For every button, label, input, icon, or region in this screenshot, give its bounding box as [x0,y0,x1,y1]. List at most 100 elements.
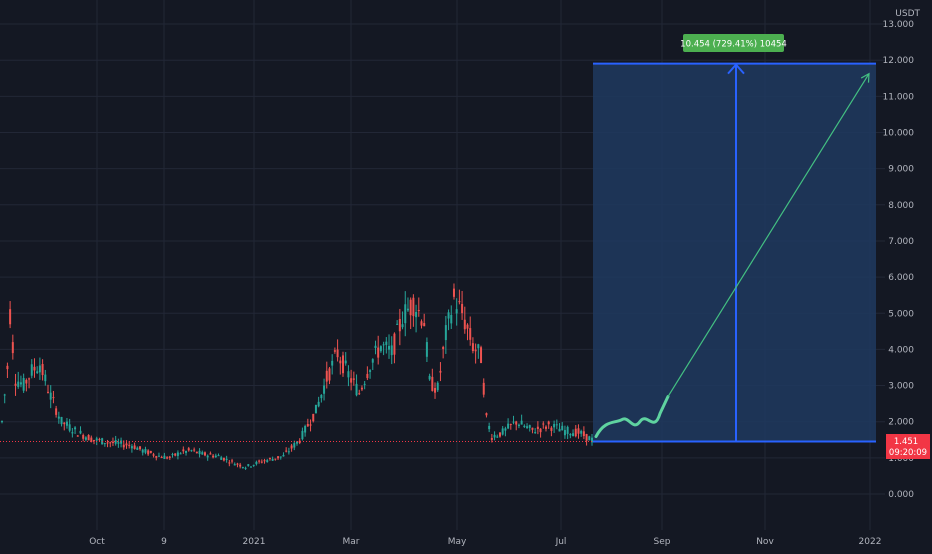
candle-body [450,314,453,324]
candle-body [369,370,372,372]
projection-box[interactable] [593,62,876,443]
candle-body [455,309,458,314]
candle-body [360,387,363,390]
candle-body [517,424,520,427]
candle-body [393,333,396,355]
candle-body [125,443,128,446]
candle-body [531,427,534,430]
candle-body [63,422,66,425]
candle-body [428,375,431,380]
candle-body [390,345,393,356]
candle-body [309,424,312,426]
candle-body [239,464,242,467]
candle-body [68,424,71,431]
candlesticks [1,283,593,470]
candle-body [103,443,106,445]
candle-body [572,433,575,437]
candle-body [203,452,206,456]
candle-body [588,436,591,441]
candle-body [147,450,150,455]
candle-body [406,308,409,311]
candle-body [582,431,585,437]
candle-body [260,461,263,463]
candle-body [47,391,50,393]
candle-body [152,454,155,456]
currency-label: USDT [895,9,920,19]
candle-body [166,457,169,459]
candle-body [247,464,250,466]
candle-body [452,288,455,297]
candle-body [325,370,328,382]
candle-body [574,428,577,437]
candle-body [323,385,326,394]
candle-body [187,448,190,451]
candle-body [271,458,274,461]
candle-body [290,445,293,449]
candle-body [415,312,418,318]
candle-body [434,388,437,393]
price-tick-label: 4.000 [888,345,914,355]
candle-body [36,371,39,373]
candle-body [328,368,331,381]
candle-body [523,425,526,428]
candle-body [206,455,209,458]
candle-body [241,467,244,469]
candle-body [342,355,345,374]
candle-body [22,377,25,391]
candle-body [19,382,22,385]
candle-body [233,464,236,466]
candle-body [336,349,339,358]
candle-body [504,428,507,431]
candle-body [201,452,204,455]
projection-trend-arrowhead [860,72,870,83]
candle-body [293,443,296,448]
price-label-value: 1.451 [894,437,918,447]
candle-body [49,392,52,400]
price-tick-label: 5.000 [888,309,914,319]
candle-body [352,378,355,380]
candle-body [33,366,36,371]
candle-body [122,444,125,448]
candle-body [374,345,377,349]
candle-body [569,433,572,436]
candle-body [385,341,388,345]
candle-body [11,342,14,354]
candle-body [55,408,58,415]
candle-body [163,455,166,459]
candle-body [301,430,304,440]
candle-body [401,324,404,328]
candle-body [501,428,504,435]
candle-body [536,426,539,430]
price-tick-label: 6.000 [888,273,914,283]
candle-body [222,457,225,461]
candle-body [331,360,334,366]
candle-body [258,460,261,462]
candle-body [182,449,185,452]
projection-area [593,63,876,442]
candle-body [561,425,564,431]
candle-body [17,381,20,387]
price-tick-label: 13.000 [883,20,915,30]
candle-body [558,428,561,432]
candle-body [333,350,336,352]
candle-body [60,416,63,425]
candle-body [436,382,439,391]
candle-body [409,299,412,316]
candle-body [217,455,220,457]
time-tick-label: Jul [555,537,567,547]
candle-body [377,347,380,358]
candle-body [285,450,288,452]
candle-body [76,435,79,437]
candle-body [482,382,485,395]
candle-body [550,427,553,431]
candle-body [396,323,399,325]
candle-body [534,432,537,434]
projection-drawings[interactable] [594,72,870,439]
candle-body [488,425,491,430]
candle-body [268,458,271,460]
price-tick-label: 3.000 [888,382,914,392]
price-tick-label: 2.000 [888,418,914,428]
candle-body [431,376,434,391]
